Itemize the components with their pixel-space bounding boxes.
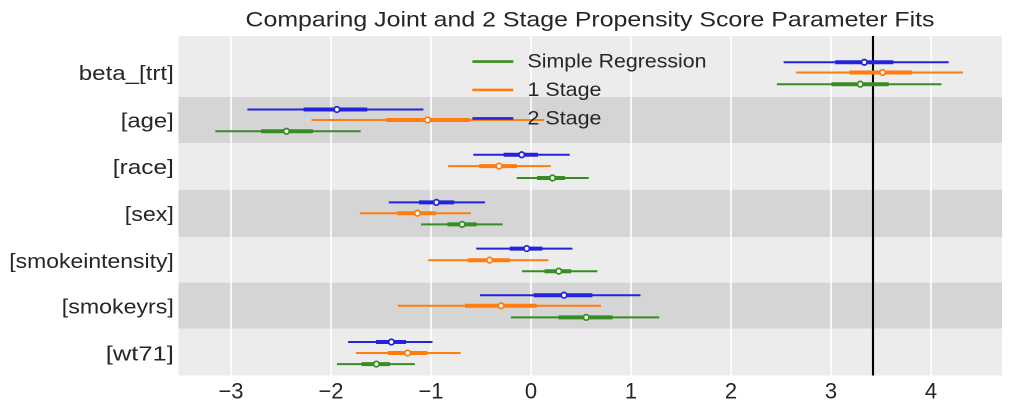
svg-text:2: 2 (725, 379, 737, 404)
svg-text:1 Stage: 1 Stage (528, 79, 602, 101)
svg-text:[age]: [age] (121, 110, 174, 133)
svg-text:−3: −3 (218, 379, 243, 404)
svg-text:beta_[trt]: beta_[trt] (79, 62, 174, 85)
svg-text:[wt71]: [wt71] (106, 343, 174, 366)
svg-text:Comparing Joint and 2 Stage Pr: Comparing Joint and 2 Stage Propensity S… (246, 7, 935, 31)
svg-text:−2: −2 (318, 379, 343, 404)
svg-text:1: 1 (625, 379, 637, 404)
svg-text:[smokeyrs]: [smokeyrs] (62, 296, 174, 319)
svg-text:4: 4 (925, 379, 937, 404)
svg-text:2 Stage: 2 Stage (528, 107, 602, 129)
svg-text:[smokeintensity]: [smokeintensity] (9, 250, 174, 273)
svg-text:[race]: [race] (113, 156, 174, 179)
svg-text:[sex]: [sex] (125, 203, 174, 226)
svg-text:3: 3 (825, 379, 837, 404)
svg-text:−1: −1 (418, 379, 443, 404)
svg-text:0: 0 (525, 379, 537, 404)
svg-text:Simple Regression: Simple Regression (528, 51, 707, 73)
